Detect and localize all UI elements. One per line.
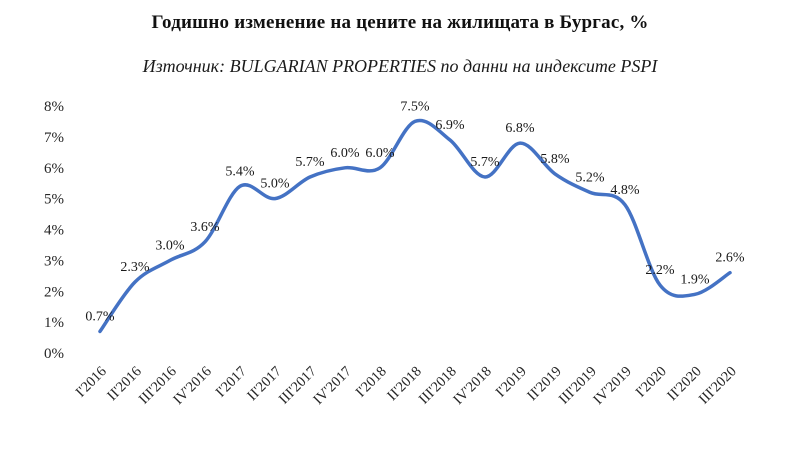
- data-point-label: 2.2%: [645, 263, 675, 278]
- x-axis-tick-label: IV'2017: [310, 364, 354, 408]
- y-axis-tick-label: 0%: [44, 346, 64, 362]
- x-axis-tick-label: I'2018: [353, 364, 390, 401]
- data-series-line: [98, 118, 732, 334]
- data-point-label: 2.3%: [120, 260, 150, 275]
- data-point-label: 3.6%: [190, 220, 220, 235]
- y-axis-tick-label: 1%: [44, 315, 64, 331]
- data-point-label: 6.0%: [330, 146, 360, 161]
- y-axis-tick-label: 2%: [44, 284, 64, 300]
- chart-title: Годишно изменение на цените на жилищата …: [151, 12, 649, 33]
- data-point-label: 5.4%: [225, 164, 255, 179]
- y-axis-tick-label: 5%: [44, 192, 64, 208]
- data-point-label: 5.8%: [540, 152, 570, 167]
- line-chart-canvas: 0%1%2%3%4%5%6%7%8%I'2016II'2016III'2016I…: [44, 99, 745, 408]
- data-point-label: 1.9%: [680, 272, 710, 287]
- x-axis-tick-label: IV'2016: [170, 364, 214, 408]
- y-axis-tick-label: 6%: [44, 161, 64, 177]
- chart-subtitle: Източник: BULGARIAN PROPERTIES по данни …: [142, 56, 658, 76]
- data-point-label: 5.7%: [295, 155, 325, 170]
- data-point-label: 6.8%: [505, 121, 535, 136]
- y-axis-tick-label: 8%: [44, 99, 64, 115]
- data-point-label: 5.2%: [575, 170, 605, 185]
- data-point-label: 5.7%: [470, 155, 500, 170]
- data-point-label: 4.8%: [610, 183, 640, 198]
- x-axis-tick-label: IV'2019: [590, 364, 634, 408]
- data-point-label: 6.0%: [365, 146, 395, 161]
- data-point-label: 6.9%: [435, 118, 465, 133]
- y-axis-tick-label: 4%: [44, 223, 64, 239]
- x-axis-tick-label: I'2020: [633, 364, 670, 401]
- x-axis-tick-label: IV'2018: [450, 364, 494, 408]
- data-point-label: 3.0%: [155, 238, 185, 253]
- data-point-label: 2.6%: [715, 251, 745, 266]
- x-axis-tick-label: I'2017: [213, 364, 250, 401]
- x-axis-tick-label: I'2019: [493, 364, 530, 401]
- x-axis-tick-label: III'2020: [696, 364, 740, 408]
- data-point-label: 0.7%: [85, 309, 115, 324]
- y-axis-tick-label: 3%: [44, 253, 64, 269]
- data-point-label: 7.5%: [400, 99, 430, 114]
- y-axis-tick-label: 7%: [44, 130, 64, 146]
- x-axis-tick-label: I'2016: [73, 364, 110, 401]
- data-point-label: 5.0%: [260, 177, 290, 192]
